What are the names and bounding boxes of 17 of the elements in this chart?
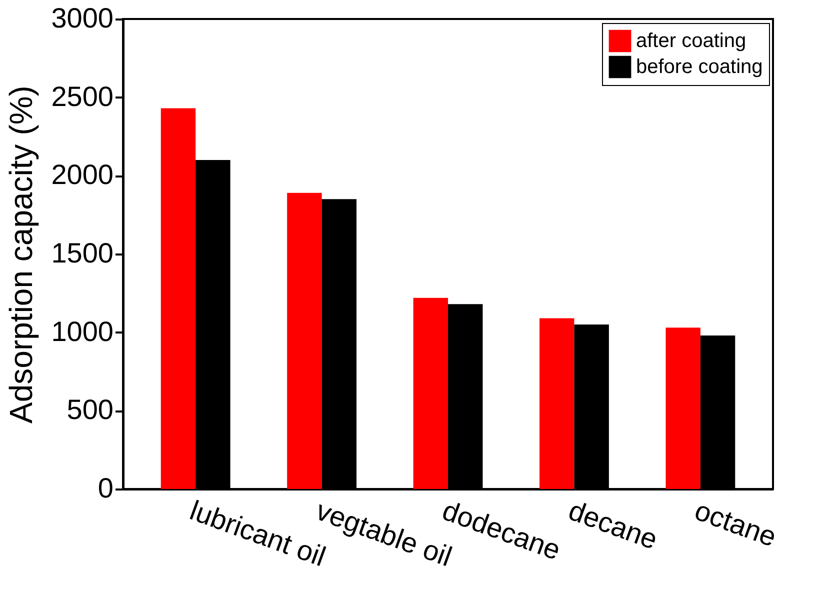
x-tick-label: decane bbox=[564, 494, 662, 556]
x-tick-label: octane bbox=[690, 494, 780, 553]
y-tick-label: 2000 bbox=[51, 159, 114, 190]
y-tick-label: 1000 bbox=[51, 316, 114, 347]
y-tick-label: 1500 bbox=[51, 238, 114, 268]
y-tick-label: 3000 bbox=[51, 2, 114, 34]
bar bbox=[287, 192, 322, 489]
bar bbox=[413, 298, 448, 489]
bar bbox=[160, 108, 196, 489]
bar bbox=[666, 328, 700, 489]
legend-label: after coating bbox=[636, 30, 746, 52]
y-axis-title: Adsorption capacity (%) bbox=[3, 86, 40, 424]
legend-label: before coating bbox=[636, 56, 763, 78]
y-tick-label: 500 bbox=[66, 394, 114, 426]
y-tick-label: 0 bbox=[98, 472, 114, 504]
y-tick-label: 2500 bbox=[51, 80, 114, 112]
bar bbox=[540, 318, 574, 489]
